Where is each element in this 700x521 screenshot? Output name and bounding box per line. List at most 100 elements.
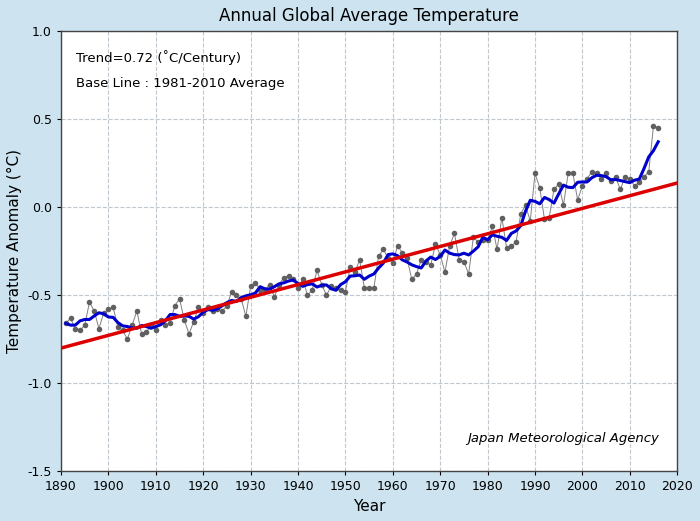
Point [178, 316, 190, 324]
Point [558, 201, 569, 209]
Text: Japan Meteorological Agency: Japan Meteorological Agency [467, 432, 659, 445]
Point [65, 314, 76, 322]
Point [648, 122, 659, 130]
Point [643, 168, 655, 176]
Point [70, 325, 81, 333]
Point [349, 268, 360, 277]
Point [321, 291, 332, 300]
Point [411, 270, 422, 278]
Point [491, 245, 503, 254]
Point [141, 328, 152, 337]
Point [544, 214, 555, 222]
Point [425, 261, 436, 269]
Point [652, 123, 664, 132]
Point [534, 183, 545, 192]
Point [520, 201, 531, 209]
Point [202, 303, 214, 312]
Point [340, 288, 351, 296]
Point [146, 321, 157, 329]
Point [298, 275, 309, 283]
Point [477, 237, 489, 245]
Point [363, 284, 374, 292]
Point [416, 256, 427, 264]
Point [216, 307, 228, 315]
Point [326, 282, 337, 291]
Point [245, 282, 256, 291]
Point [155, 316, 166, 324]
Point [496, 214, 507, 222]
Point [183, 330, 195, 338]
Point [89, 307, 100, 315]
Point [335, 286, 346, 294]
Point [221, 302, 232, 310]
Point [421, 257, 432, 266]
Point [354, 256, 365, 264]
Point [638, 173, 650, 181]
Point [553, 180, 564, 188]
Point [127, 321, 138, 329]
Point [539, 215, 550, 224]
Point [449, 229, 460, 238]
Point [240, 312, 251, 320]
Point [606, 177, 617, 185]
Point [510, 238, 522, 246]
X-axis label: Year: Year [353, 499, 386, 514]
Point [482, 237, 493, 245]
Point [288, 275, 299, 283]
Point [515, 210, 526, 218]
Point [269, 293, 280, 301]
Point [430, 240, 441, 248]
Point [458, 257, 470, 266]
Point [634, 178, 645, 187]
Point [505, 242, 517, 250]
Point [463, 270, 474, 278]
Point [164, 319, 176, 328]
Point [373, 252, 384, 260]
Point [572, 196, 583, 204]
Point [435, 251, 446, 259]
Point [302, 291, 313, 300]
Point [624, 175, 636, 183]
Y-axis label: Temperature Anomaly (°C): Temperature Anomaly (°C) [7, 149, 22, 353]
Point [382, 254, 393, 262]
Title: Annual Global Average Temperature: Annual Global Average Temperature [219, 7, 519, 25]
Point [117, 326, 128, 334]
Point [486, 222, 498, 231]
Point [108, 303, 119, 312]
Point [84, 298, 95, 306]
Point [591, 169, 602, 178]
Point [231, 291, 242, 300]
Point [529, 169, 540, 178]
Point [330, 284, 342, 292]
Point [274, 280, 285, 289]
Point [264, 280, 275, 289]
Point [255, 286, 266, 294]
Point [387, 259, 398, 268]
Point [79, 321, 90, 329]
Text: Trend=0.72 (˚C/Century): Trend=0.72 (˚C/Century) [76, 51, 242, 66]
Point [615, 185, 626, 193]
Point [397, 249, 408, 257]
Point [587, 168, 598, 176]
Point [122, 335, 133, 343]
Point [197, 308, 209, 317]
Point [207, 307, 218, 315]
Point [212, 305, 223, 314]
Point [259, 286, 270, 294]
Point [610, 173, 621, 181]
Point [620, 173, 631, 181]
Point [525, 217, 536, 225]
Point [548, 185, 559, 193]
Point [344, 263, 356, 271]
Point [444, 242, 455, 250]
Point [577, 182, 588, 190]
Text: Base Line : 1981-2010 Average: Base Line : 1981-2010 Average [76, 77, 285, 90]
Point [132, 307, 143, 315]
Point [278, 274, 289, 282]
Point [378, 245, 389, 254]
Point [406, 275, 417, 283]
Point [368, 284, 379, 292]
Point [567, 169, 578, 178]
Point [60, 319, 71, 328]
Point [312, 266, 323, 275]
